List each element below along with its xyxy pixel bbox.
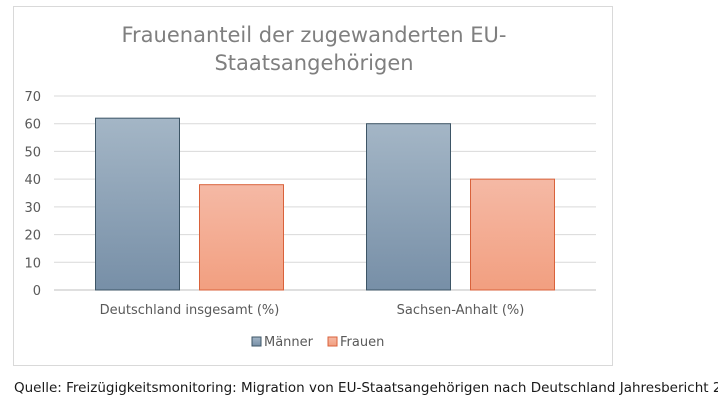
y-tick-label: 30 <box>24 201 41 216</box>
y-tick-label: 20 <box>24 229 41 244</box>
legend-swatch <box>327 336 338 347</box>
y-tick-label: 40 <box>24 173 41 188</box>
y-tick-label: 70 <box>24 90 41 105</box>
chart-title-line: Frauenanteil der zugewanderten EU- <box>121 23 506 47</box>
legend-swatch <box>251 336 262 347</box>
bar-frauen-1 <box>470 178 555 291</box>
x-category-label: Deutschland insgesamt (%) <box>100 303 280 318</box>
chart-frame: Frauenanteil der zugewanderten EU- Staats… <box>13 6 613 366</box>
legend-label: Frauen <box>340 335 384 350</box>
chart-title: Frauenanteil der zugewanderten EU- Staats… <box>121 23 506 75</box>
legend-label: Männer <box>264 335 314 350</box>
source-note: Quelle: Freizügigkeitsmonitoring: Migrat… <box>14 380 718 396</box>
y-tick-label: 60 <box>24 118 41 133</box>
y-tick-label: 50 <box>24 145 41 160</box>
bar-mnner-0 <box>95 117 180 291</box>
bar-chart: Frauenanteil der zugewanderten EU- Staats… <box>24 23 596 350</box>
bars <box>95 117 555 291</box>
axes: 0 10 20 30 40 50 60 70 Deutschland insgesamt (%)… <box>24 90 524 318</box>
y-tick-label: 10 <box>24 256 41 271</box>
y-tick-label: 0 <box>33 284 41 299</box>
bar-frauen-0 <box>199 184 284 291</box>
x-category-label: Sachsen-Anhalt (%) <box>397 303 525 318</box>
bar-mnner-1 <box>366 123 451 291</box>
chart-title-line: Staatsangehörigen <box>214 51 413 75</box>
legend: Männer Frauen <box>251 335 384 350</box>
